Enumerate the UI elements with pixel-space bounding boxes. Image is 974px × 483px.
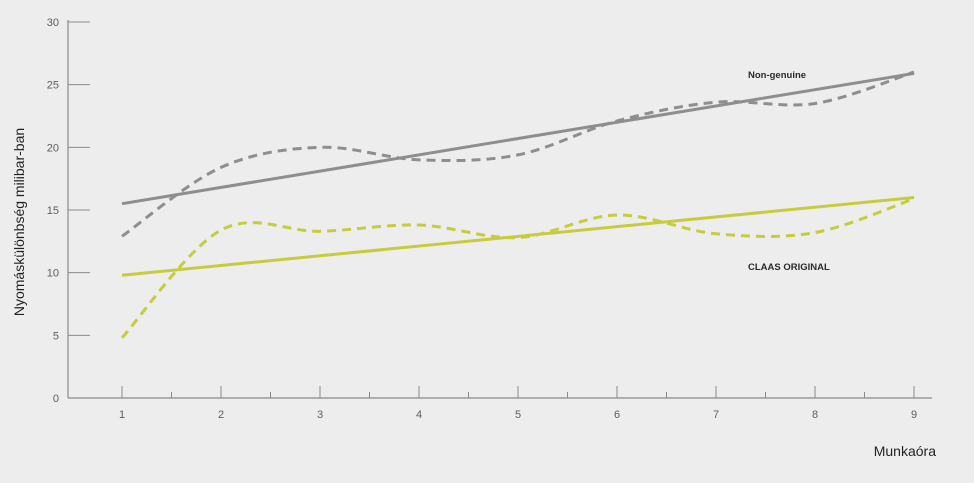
y-tick-label: 15 xyxy=(47,205,59,217)
series-lines xyxy=(120,70,915,339)
series-line-dashed xyxy=(121,70,915,238)
x-tick-label: 4 xyxy=(416,409,422,421)
x-tick-label: 3 xyxy=(317,409,323,421)
axes xyxy=(67,20,932,399)
y-tick-label: 30 xyxy=(47,17,59,29)
x-axis-title: Munkaóra xyxy=(874,443,936,459)
y-axis-title: Nyomáskülönbség milibar-ban xyxy=(11,128,27,316)
y-tick-label: 5 xyxy=(53,330,59,342)
y-tick-label: 20 xyxy=(47,142,59,154)
y-tick-label: 10 xyxy=(47,268,59,280)
y-tick-label: 0 xyxy=(53,393,59,405)
x-tick-label: 7 xyxy=(713,409,719,421)
annotations: Non-genuine CLAAS ORIGINAL xyxy=(748,70,830,273)
y-tick-label: 25 xyxy=(47,80,59,92)
x-tick-label: 2 xyxy=(218,409,224,421)
tick-labels: 0 5 10 15 20 25 30 1 2 3 4 5 6 7 8 9 xyxy=(47,17,917,421)
series-line-solid xyxy=(121,196,915,277)
series-line-solid xyxy=(121,71,915,206)
x-tick-label: 8 xyxy=(812,409,818,421)
x-tick-label: 5 xyxy=(515,409,521,421)
series-label: CLAAS ORIGINAL xyxy=(748,262,830,273)
series-label: Non-genuine xyxy=(748,70,806,81)
x-tick-label: 9 xyxy=(911,409,917,421)
x-tick-label: 6 xyxy=(614,409,620,421)
x-tick-label: 1 xyxy=(119,409,125,421)
